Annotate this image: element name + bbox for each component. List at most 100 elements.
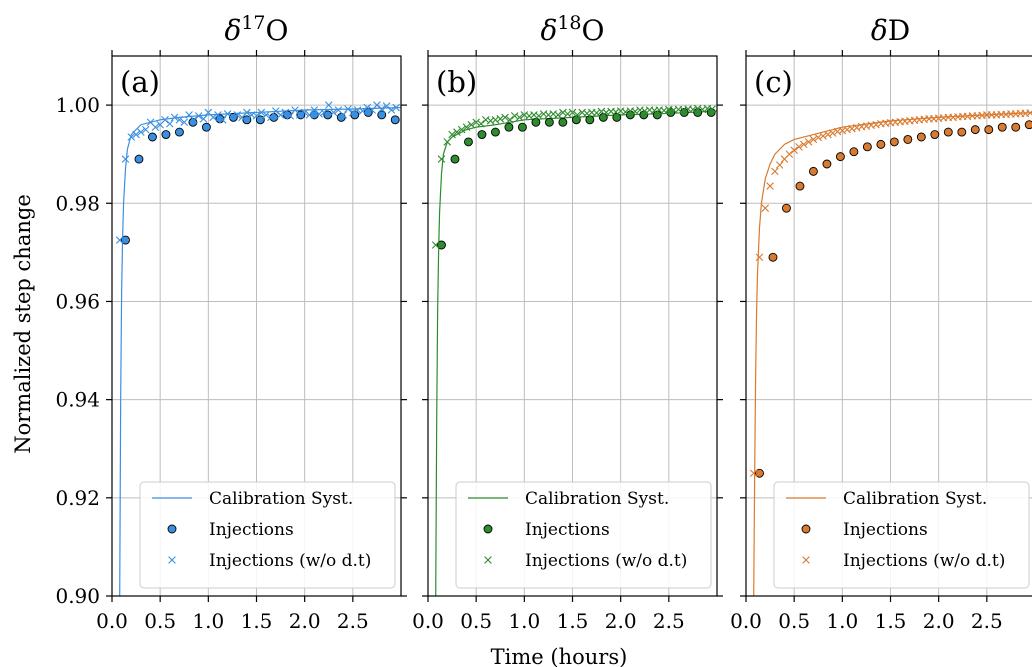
title-element: O — [582, 14, 605, 47]
cross-marker — [554, 111, 562, 119]
x-tick-label: 1.5 — [875, 609, 907, 633]
cross-marker — [194, 112, 203, 120]
point-marker — [477, 130, 487, 139]
cross-marker — [382, 102, 391, 110]
panel-label: (a) — [120, 65, 160, 99]
cross-marker — [127, 133, 136, 141]
title-superscript: 18 — [557, 12, 581, 34]
panel-title: δ17O — [224, 12, 288, 47]
cross-marker — [363, 103, 372, 112]
point-marker — [450, 154, 460, 164]
title-element: O — [266, 14, 289, 47]
cross-marker — [472, 118, 480, 127]
legend-entry: Injections — [843, 520, 928, 540]
point-marker — [544, 117, 554, 127]
cross-marker — [482, 116, 490, 124]
x-tick-label: 0.0 — [730, 609, 762, 633]
cross-marker — [559, 108, 567, 117]
panel-1: 0.0 0.5 1.0 1.5 2.0 2.5 0.90 0.92 0.94 0.96 0.98 1.… — [55, 12, 407, 633]
point-marker — [174, 127, 184, 137]
data-layer — [115, 101, 401, 596]
point-marker — [625, 110, 635, 120]
data-layer — [431, 104, 717, 596]
point-marker — [201, 122, 211, 132]
legend-entry: Calibration Syst. — [209, 489, 353, 509]
cross-marker — [766, 182, 774, 190]
cross-marker — [467, 120, 476, 129]
cross-marker — [329, 108, 338, 117]
cross-marker — [755, 253, 764, 262]
legend-entry: Injections — [525, 520, 610, 540]
point-marker — [943, 127, 953, 137]
cross-marker — [121, 155, 130, 163]
cross-marker — [132, 130, 140, 139]
point-marker — [134, 154, 144, 164]
x-tick-label: 0.5 — [144, 609, 176, 633]
cross-marker — [166, 119, 174, 128]
panel-3: 0.0 0.5 1.0 1.5 2.0 2.5 δD (c) Calibration Syst.… — [730, 14, 1032, 633]
y-tick-label: 0.92 — [55, 486, 100, 510]
cross-marker — [199, 115, 208, 123]
cross-marker — [267, 113, 275, 122]
series-line-calibration — [119, 106, 401, 596]
legend-cross-swatch — [484, 556, 492, 564]
x-tick-label: 2.0 — [923, 609, 955, 633]
series-line-calibration — [435, 110, 717, 596]
cross-marker — [175, 116, 184, 124]
cross-marker — [790, 146, 798, 155]
point-marker — [808, 166, 818, 176]
cross-marker — [392, 103, 400, 112]
cross-marker — [828, 129, 837, 137]
point-marker — [1024, 120, 1032, 130]
cross-marker — [462, 123, 471, 131]
cross-marker — [300, 108, 309, 117]
y-tick-label: 1.00 — [55, 93, 100, 117]
legend-cross-swatch — [802, 556, 810, 564]
cross-marker — [320, 108, 328, 117]
point-marker — [437, 240, 446, 250]
point-marker — [876, 139, 886, 149]
cross-marker — [583, 109, 591, 118]
x-tick-label: 0.0 — [96, 609, 128, 633]
cross-marker — [515, 113, 524, 122]
point-marker — [930, 130, 940, 139]
x-tick-label: 1.5 — [241, 609, 273, 633]
cross-marker — [431, 241, 440, 249]
cross-marker — [631, 107, 639, 116]
x-tick-label: 2.0 — [605, 609, 637, 633]
cross-marker — [457, 125, 466, 134]
x-tick-label: 1.0 — [826, 609, 858, 633]
point-marker — [464, 137, 473, 147]
title-superscript: 17 — [241, 12, 265, 34]
point-marker — [889, 137, 899, 147]
cross-marker — [544, 111, 553, 119]
legend-entry: Injections (w/o d.t) — [525, 551, 687, 571]
point-marker — [795, 181, 805, 191]
cross-marker — [549, 110, 558, 118]
legend-cross-swatch — [168, 556, 176, 564]
cross-marker — [262, 111, 270, 119]
cross-marker — [448, 130, 456, 139]
cross-marker — [506, 116, 514, 124]
point-marker — [652, 110, 662, 120]
point-marker — [693, 108, 703, 117]
cross-marker — [443, 138, 452, 146]
cross-marker — [161, 116, 169, 124]
point-marker — [296, 110, 306, 120]
cross-marker — [387, 106, 396, 114]
x-tick-label: 1.0 — [192, 609, 224, 633]
legend-box — [455, 481, 712, 589]
cross-marker — [491, 116, 500, 124]
legend-point-swatch — [167, 524, 177, 534]
cross-marker — [137, 128, 145, 136]
cross-marker — [800, 140, 808, 149]
cross-marker — [534, 112, 543, 120]
cross-marker — [115, 236, 124, 244]
cross-marker — [804, 138, 813, 146]
cross-marker — [223, 110, 232, 118]
cross-marker — [1026, 109, 1032, 117]
legend-entry: Calibration Syst. — [843, 489, 987, 509]
panel-label: (b) — [436, 65, 477, 99]
cross-marker — [339, 111, 347, 119]
